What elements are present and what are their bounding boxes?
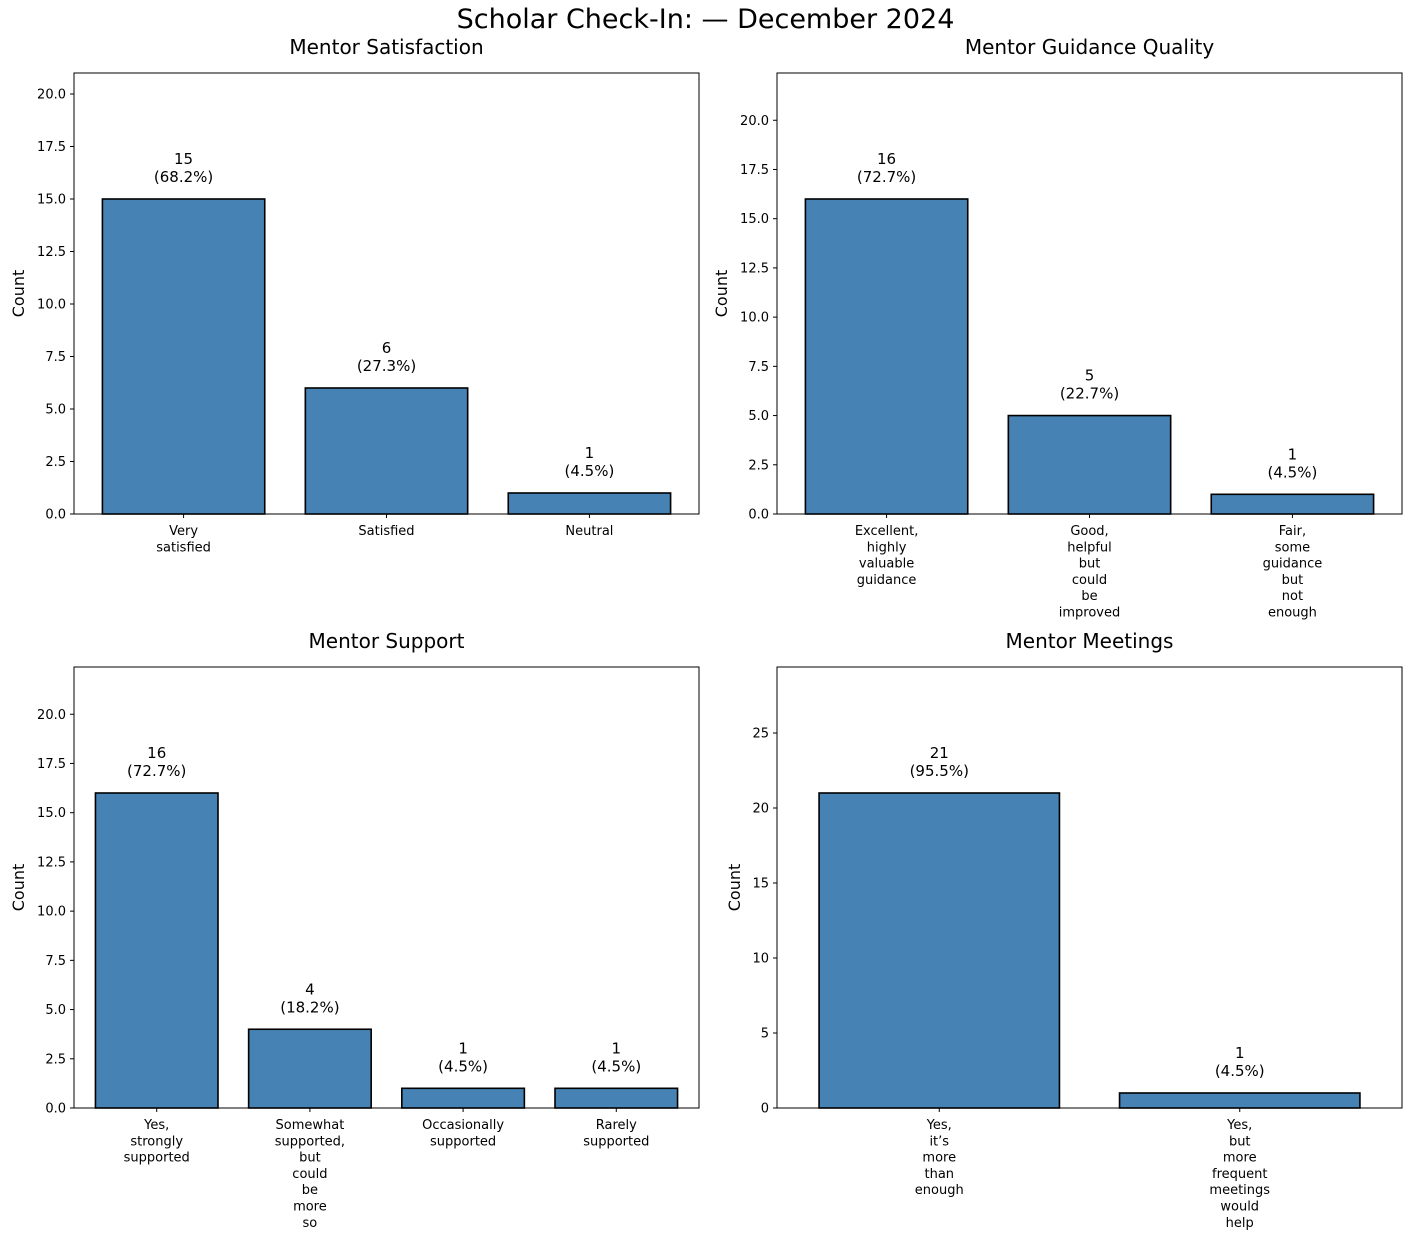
chart-panel-3: Mentor Support 0.0 2.5 5.0 7.5 10.0 12.5 15.0 17… <box>9 629 700 1231</box>
y-tick-label: 15.0 <box>37 193 66 208</box>
bar-value-label: 16 <box>147 744 166 762</box>
x-category-label: Excellent, highly valuable guidance <box>855 524 919 588</box>
y-axis-label: Count <box>725 864 744 912</box>
panel-title: Mentor Support <box>309 629 465 653</box>
bar-value-label: 1 <box>612 1039 622 1057</box>
bar-value-label: 21 <box>930 744 949 762</box>
bar-percent-label: (4.5%) <box>438 1057 488 1075</box>
bar-value-label: 5 <box>1085 367 1095 385</box>
bar-1 <box>804 198 969 515</box>
y-tick-label: 17.5 <box>37 757 66 772</box>
y-tick-label: 17.5 <box>37 140 66 155</box>
panel-title: Mentor Satisfaction <box>289 35 483 59</box>
bar-percent-label: (68.2%) <box>154 168 213 186</box>
y-tick-label: 20.0 <box>740 114 769 129</box>
bar-percent-label: (22.7%) <box>1060 385 1119 403</box>
y-tick-label: 7.5 <box>45 350 66 365</box>
y-tick-label: 7.5 <box>45 954 66 969</box>
y-tick-label: 15 <box>752 877 769 892</box>
chart-panel-2: Mentor Guidance Quality 0.0 2.5 5.0 7.5 10.0 1… <box>712 35 1403 621</box>
bar-percent-label: (18.2%) <box>280 998 339 1016</box>
bar-value-label: 1 <box>585 444 595 462</box>
bar-3 <box>507 492 672 515</box>
bar-1 <box>818 792 1061 1109</box>
x-category-label: Yes, strongly supported <box>124 1118 190 1166</box>
x-category-label: Fair, some guidance but not enough <box>1263 524 1323 621</box>
x-category-label: Yes, it’s more than enough <box>915 1118 964 1198</box>
y-tick-label: 0.0 <box>45 508 66 523</box>
y-tick-label: 0 <box>761 1102 769 1117</box>
y-axis-label: Count <box>712 270 731 318</box>
x-category-label: Rarely supported <box>583 1118 649 1149</box>
bar-percent-label: (72.7%) <box>127 762 186 780</box>
plot-frame <box>776 72 1403 515</box>
bar-4 <box>554 1087 679 1109</box>
bar-2 <box>1007 414 1172 515</box>
y-tick-label: 7.5 <box>748 360 769 375</box>
x-category-label: Neutral <box>565 524 613 539</box>
bar-value-label: 6 <box>382 339 392 357</box>
y-tick-label: 5 <box>761 1027 769 1042</box>
y-tick-label: 5.0 <box>748 409 769 424</box>
y-tick-label: 25 <box>752 727 769 742</box>
bar-value-label: 15 <box>174 150 193 168</box>
y-tick-label: 20.0 <box>37 88 66 103</box>
y-tick-label: 2.5 <box>45 1052 66 1067</box>
y-tick-label: 5.0 <box>45 1003 66 1018</box>
bar-3 <box>401 1087 526 1109</box>
bar-percent-label: (72.7%) <box>857 168 916 186</box>
bar-value-label: 1 <box>1288 445 1298 463</box>
chart-panel-1: Mentor Satisfaction 0.0 2.5 5.0 7.5 10.0 12.5 1… <box>9 35 700 555</box>
y-tick-label: 0.0 <box>45 1102 66 1117</box>
x-category-label: Good, helpful but could be improved <box>1059 524 1120 621</box>
y-tick-label: 10.0 <box>37 298 66 313</box>
y-tick-label: 20 <box>752 802 769 817</box>
y-tick-label: 20.0 <box>37 708 66 723</box>
plot-frame <box>776 666 1403 1109</box>
chart-panel-4: Mentor Meetings 0 5 10 15 20 25 Count 21(95.5%) Y… <box>725 629 1403 1231</box>
bar-percent-label: (27.3%) <box>357 357 416 375</box>
x-category-label: Very satisfied <box>156 524 211 555</box>
bar-percent-label: (4.5%) <box>1215 1062 1265 1080</box>
panel-title: Mentor Guidance Quality <box>965 35 1215 59</box>
x-category-label: Yes, but more frequent meetings would help <box>1209 1118 1270 1231</box>
y-tick-label: 0.0 <box>748 508 769 523</box>
bar-value-label: 1 <box>458 1039 468 1057</box>
y-tick-label: 12.5 <box>37 245 66 260</box>
x-category-label: Satisfied <box>358 524 414 539</box>
y-tick-label: 17.5 <box>740 163 769 178</box>
y-tick-label: 15.0 <box>37 806 66 821</box>
y-tick-label: 12.5 <box>37 855 66 870</box>
plot-frame <box>73 72 700 515</box>
bar-value-label: 1 <box>1235 1044 1245 1062</box>
y-tick-label: 10 <box>752 952 769 967</box>
y-axis-label: Count <box>9 864 28 912</box>
panel-title: Mentor Meetings <box>1006 629 1174 653</box>
y-tick-label: 10.0 <box>37 905 66 920</box>
bar-percent-label: (95.5%) <box>910 762 969 780</box>
bar-1 <box>101 198 266 515</box>
bar-value-label: 16 <box>877 150 896 168</box>
bar-percent-label: (4.5%) <box>565 462 615 480</box>
plot-frame <box>73 666 700 1109</box>
x-category-label: Occasionally supported <box>422 1118 504 1149</box>
y-tick-label: 15.0 <box>740 212 769 227</box>
bar-percent-label: (4.5%) <box>591 1057 641 1075</box>
y-tick-label: 12.5 <box>740 261 769 276</box>
bar-2 <box>1118 1092 1361 1109</box>
bar-percent-label: (4.5%) <box>1268 463 1318 481</box>
bar-3 <box>1210 493 1375 515</box>
x-category-label: Somewhat supported, but could be more so <box>275 1118 345 1231</box>
bar-2 <box>304 387 469 515</box>
y-axis-label: Count <box>9 270 28 318</box>
y-tick-label: 2.5 <box>748 458 769 473</box>
bar-value-label: 4 <box>305 980 315 998</box>
bar-2 <box>247 1028 372 1109</box>
figure-title: Scholar Check-In: — December 2024 <box>456 4 955 35</box>
y-tick-label: 2.5 <box>45 455 66 470</box>
y-tick-label: 10.0 <box>740 311 769 326</box>
y-tick-label: 5.0 <box>45 403 66 418</box>
bar-1 <box>94 792 219 1109</box>
